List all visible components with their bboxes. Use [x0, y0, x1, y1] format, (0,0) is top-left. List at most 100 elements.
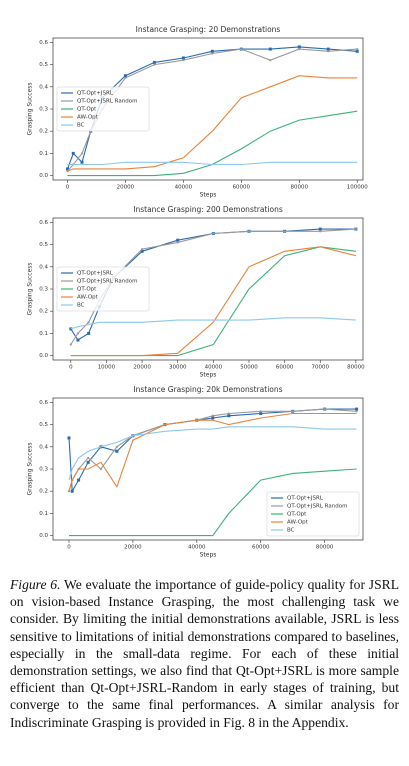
point-marker	[240, 47, 243, 51]
point-marker	[87, 456, 90, 460]
x-tick-label: 60000	[252, 545, 270, 551]
series-line	[70, 228, 356, 345]
point-marker	[227, 414, 231, 418]
point-marker	[181, 56, 185, 60]
y-tick-label: 0.2	[39, 489, 48, 495]
plot-frame	[52, 217, 364, 361]
point-marker	[140, 247, 144, 251]
y-tick-label: 0.4	[39, 444, 48, 450]
legend-box	[266, 491, 360, 537]
legend-label: QT-Opt	[77, 107, 97, 113]
x-tick-label: 50000	[240, 365, 258, 371]
x-tick-label: 70000	[311, 365, 329, 371]
x-tick-label: 40000	[205, 365, 223, 371]
point-marker	[323, 407, 326, 411]
y-tick-label: 0.0	[39, 533, 48, 539]
point-marker	[115, 445, 119, 448]
point-marker	[210, 49, 214, 53]
x-tick-label: 0	[67, 545, 71, 551]
y-tick-label: 0.6	[39, 220, 48, 226]
y-tick-label: 0.0	[39, 353, 48, 359]
x-tick-label: 100000	[347, 185, 368, 191]
point-marker	[77, 478, 81, 482]
y-tick-label: 0.1	[39, 151, 48, 157]
point-marker	[269, 59, 272, 62]
chart-title: Instance Grasping: 20 Demonstrations	[136, 25, 281, 34]
series-line	[67, 110, 358, 177]
point-marker	[355, 49, 359, 53]
point-marker	[87, 331, 91, 335]
chart: Instance Grasping: 20 Demonstrations Step…	[27, 25, 369, 199]
caption-text: We evaluate the importance of guide-poli…	[10, 577, 399, 730]
point-marker	[297, 45, 301, 49]
legend-label: QT-Opt	[77, 287, 97, 293]
legend-label: BC	[77, 123, 85, 129]
x-tick-label: 20000	[117, 185, 135, 191]
point-marker	[355, 410, 358, 413]
point-marker	[283, 230, 286, 233]
point-marker	[140, 249, 144, 253]
legend-label: QT-Opt+JSRL	[77, 91, 114, 97]
series-line	[67, 48, 358, 172]
point-marker	[124, 76, 127, 80]
legend-box	[56, 266, 150, 312]
point-marker	[67, 436, 71, 440]
legend-box	[56, 86, 150, 132]
point-marker	[356, 47, 359, 51]
x-tick-label: 30000	[169, 365, 187, 371]
y-tick-label: 0.6	[39, 40, 48, 46]
caption: Figure 6. We evaluate the importance of …	[10, 576, 399, 731]
point-marker	[70, 489, 74, 493]
point-marker	[259, 412, 263, 416]
y-tick-label: 0.1	[39, 331, 48, 337]
point-marker	[152, 60, 156, 64]
y-axis-label: Grasping Success	[27, 262, 34, 315]
legend-label: BC	[287, 528, 295, 534]
point-marker	[99, 467, 103, 471]
series-line	[68, 412, 357, 492]
plot-frame	[52, 397, 364, 541]
point-marker	[355, 407, 359, 411]
point-marker	[354, 227, 357, 231]
legend-label: AW-Opt	[77, 115, 99, 121]
series-line	[70, 246, 357, 357]
y-tick-label: 0.5	[39, 62, 48, 68]
x-tick-label: 0	[69, 365, 73, 371]
point-marker	[326, 47, 330, 51]
legend-label: QT-Opt+JSRL Random	[287, 504, 347, 510]
chart-title: Instance Grasping: 20k Demonstrations	[133, 385, 282, 394]
x-tick-label: 80000	[316, 545, 334, 551]
point-marker	[176, 241, 179, 244]
y-tick-label: 0.2	[39, 309, 48, 315]
y-tick-label: 0.5	[39, 242, 48, 248]
point-marker	[211, 416, 215, 420]
x-tick-label: 60000	[233, 185, 251, 191]
x-axis-label: Steps	[200, 192, 217, 199]
point-marker	[247, 230, 251, 233]
x-tick-label: 40000	[175, 185, 193, 191]
chart-title: Instance Grasping: 200 Demonstrations	[133, 205, 283, 214]
x-axis-label: Steps	[200, 372, 217, 379]
y-axis-label: Grasping Success	[27, 82, 34, 135]
x-tick-label: 20000	[133, 365, 151, 371]
y-tick-label: 0.1	[39, 511, 48, 517]
series-line	[67, 161, 358, 166]
y-tick-label: 0.3	[39, 107, 48, 113]
point-marker	[86, 460, 90, 464]
point-marker	[211, 52, 214, 55]
point-marker	[268, 47, 272, 51]
x-tick-label: 80000	[291, 185, 309, 191]
point-marker	[65, 167, 69, 171]
plot-frame	[52, 37, 364, 181]
point-marker	[71, 151, 75, 155]
y-tick-label: 0.0	[39, 173, 48, 179]
series-line	[70, 317, 356, 330]
point-marker	[212, 232, 215, 235]
point-marker	[80, 152, 84, 155]
y-axis-label: Grasping Success	[27, 442, 34, 495]
y-tick-label: 0.5	[39, 422, 48, 428]
point-marker	[291, 410, 294, 413]
point-marker	[80, 160, 84, 164]
legend-label: QT-Opt+JSRL Random	[77, 99, 137, 105]
